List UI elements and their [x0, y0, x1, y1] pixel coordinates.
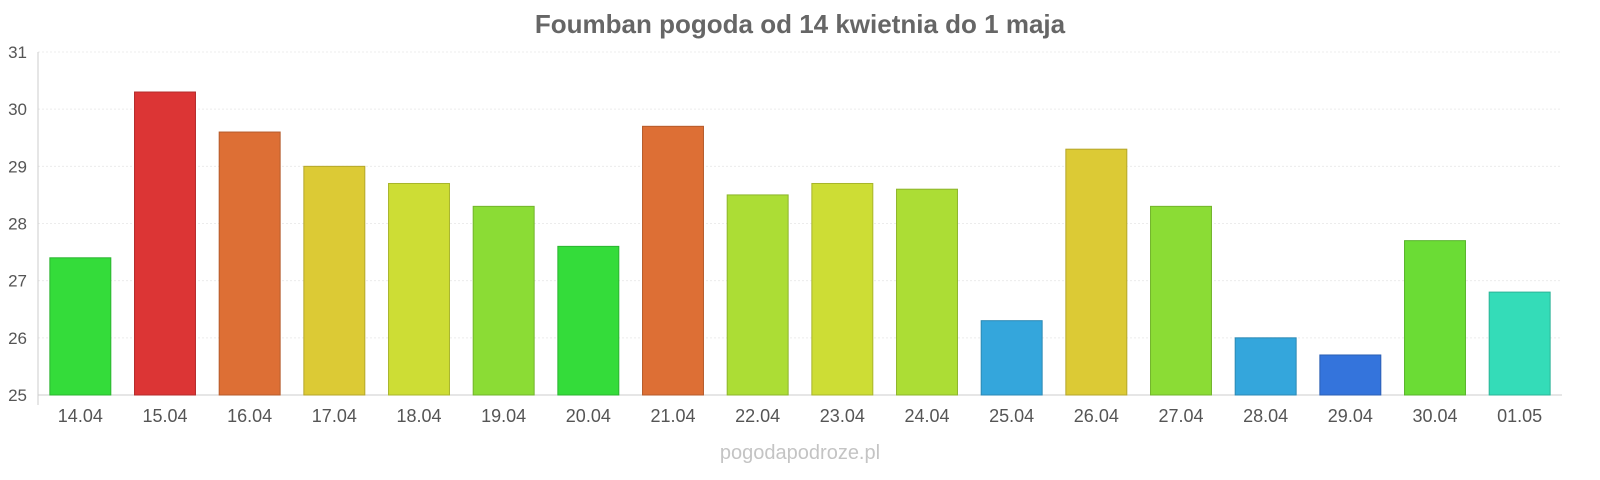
x-axis-ticks: 14.04 15.04 16.04 17.04 18.04 19.04 20.04 21.04… — [58, 406, 1542, 426]
y-tick-label: 31 — [8, 43, 27, 62]
x-tick-label: 20.04 — [566, 406, 611, 426]
x-tick-label: 25.04 — [989, 406, 1034, 426]
x-tick-label: 24.04 — [904, 406, 949, 426]
bar-01.05 — [1488, 291, 1551, 396]
bar-28.04 — [1234, 337, 1297, 396]
bar-17.04 — [303, 165, 366, 396]
x-tick-label: 19.04 — [481, 406, 526, 426]
x-tick-label: 21.04 — [650, 406, 695, 426]
x-tick-label: 14.04 — [58, 406, 103, 426]
chart-title: Foumban pogoda od 14 kwietnia do 1 maja — [535, 9, 1066, 39]
y-tick-label: 30 — [8, 100, 27, 119]
bar-18.04 — [388, 182, 450, 396]
x-tick-label: 18.04 — [396, 406, 441, 426]
y-tick-label: 26 — [8, 329, 27, 348]
x-tick-label: 17.04 — [312, 406, 357, 426]
grid-lines — [38, 51, 1562, 339]
y-tick-label: 28 — [8, 215, 27, 234]
x-tick-label: 16.04 — [227, 406, 272, 426]
y-tick-label: 27 — [8, 272, 27, 291]
x-tick-label: 01.05 — [1497, 406, 1542, 426]
bar-25.04 — [980, 320, 1043, 396]
x-tick-label: 30.04 — [1412, 406, 1457, 426]
bar-22.04 — [726, 194, 789, 396]
bar-24.04 — [896, 188, 958, 396]
x-tick-label: 23.04 — [820, 406, 865, 426]
bars — [49, 91, 1551, 396]
bar-26.04 — [1065, 148, 1128, 396]
x-tick-label: 29.04 — [1328, 406, 1373, 426]
x-tick-label: 26.04 — [1074, 406, 1119, 426]
x-tick-label: 28.04 — [1243, 406, 1288, 426]
x-tick-label: 15.04 — [142, 406, 187, 426]
bar-27.04 — [1150, 205, 1212, 396]
bar-23.04 — [811, 182, 874, 396]
y-tick-label: 25 — [8, 386, 27, 405]
bar-21.04 — [642, 125, 704, 396]
bar-16.04 — [218, 131, 281, 396]
y-tick-label: 29 — [8, 157, 27, 176]
x-tick-label: 27.04 — [1158, 406, 1203, 426]
bar-20.04 — [557, 245, 620, 396]
bar-14.04 — [49, 257, 112, 396]
watermark-text: pogodapodroze.pl — [720, 442, 880, 464]
x-tick-label: 22.04 — [735, 406, 780, 426]
bar-29.04 — [1319, 354, 1382, 396]
bar-19.04 — [472, 205, 535, 396]
bar-30.04 — [1404, 240, 1466, 396]
bar-15.04 — [134, 91, 196, 396]
y-axis-ticks: 25 26 27 28 29 30 31 — [8, 43, 27, 405]
